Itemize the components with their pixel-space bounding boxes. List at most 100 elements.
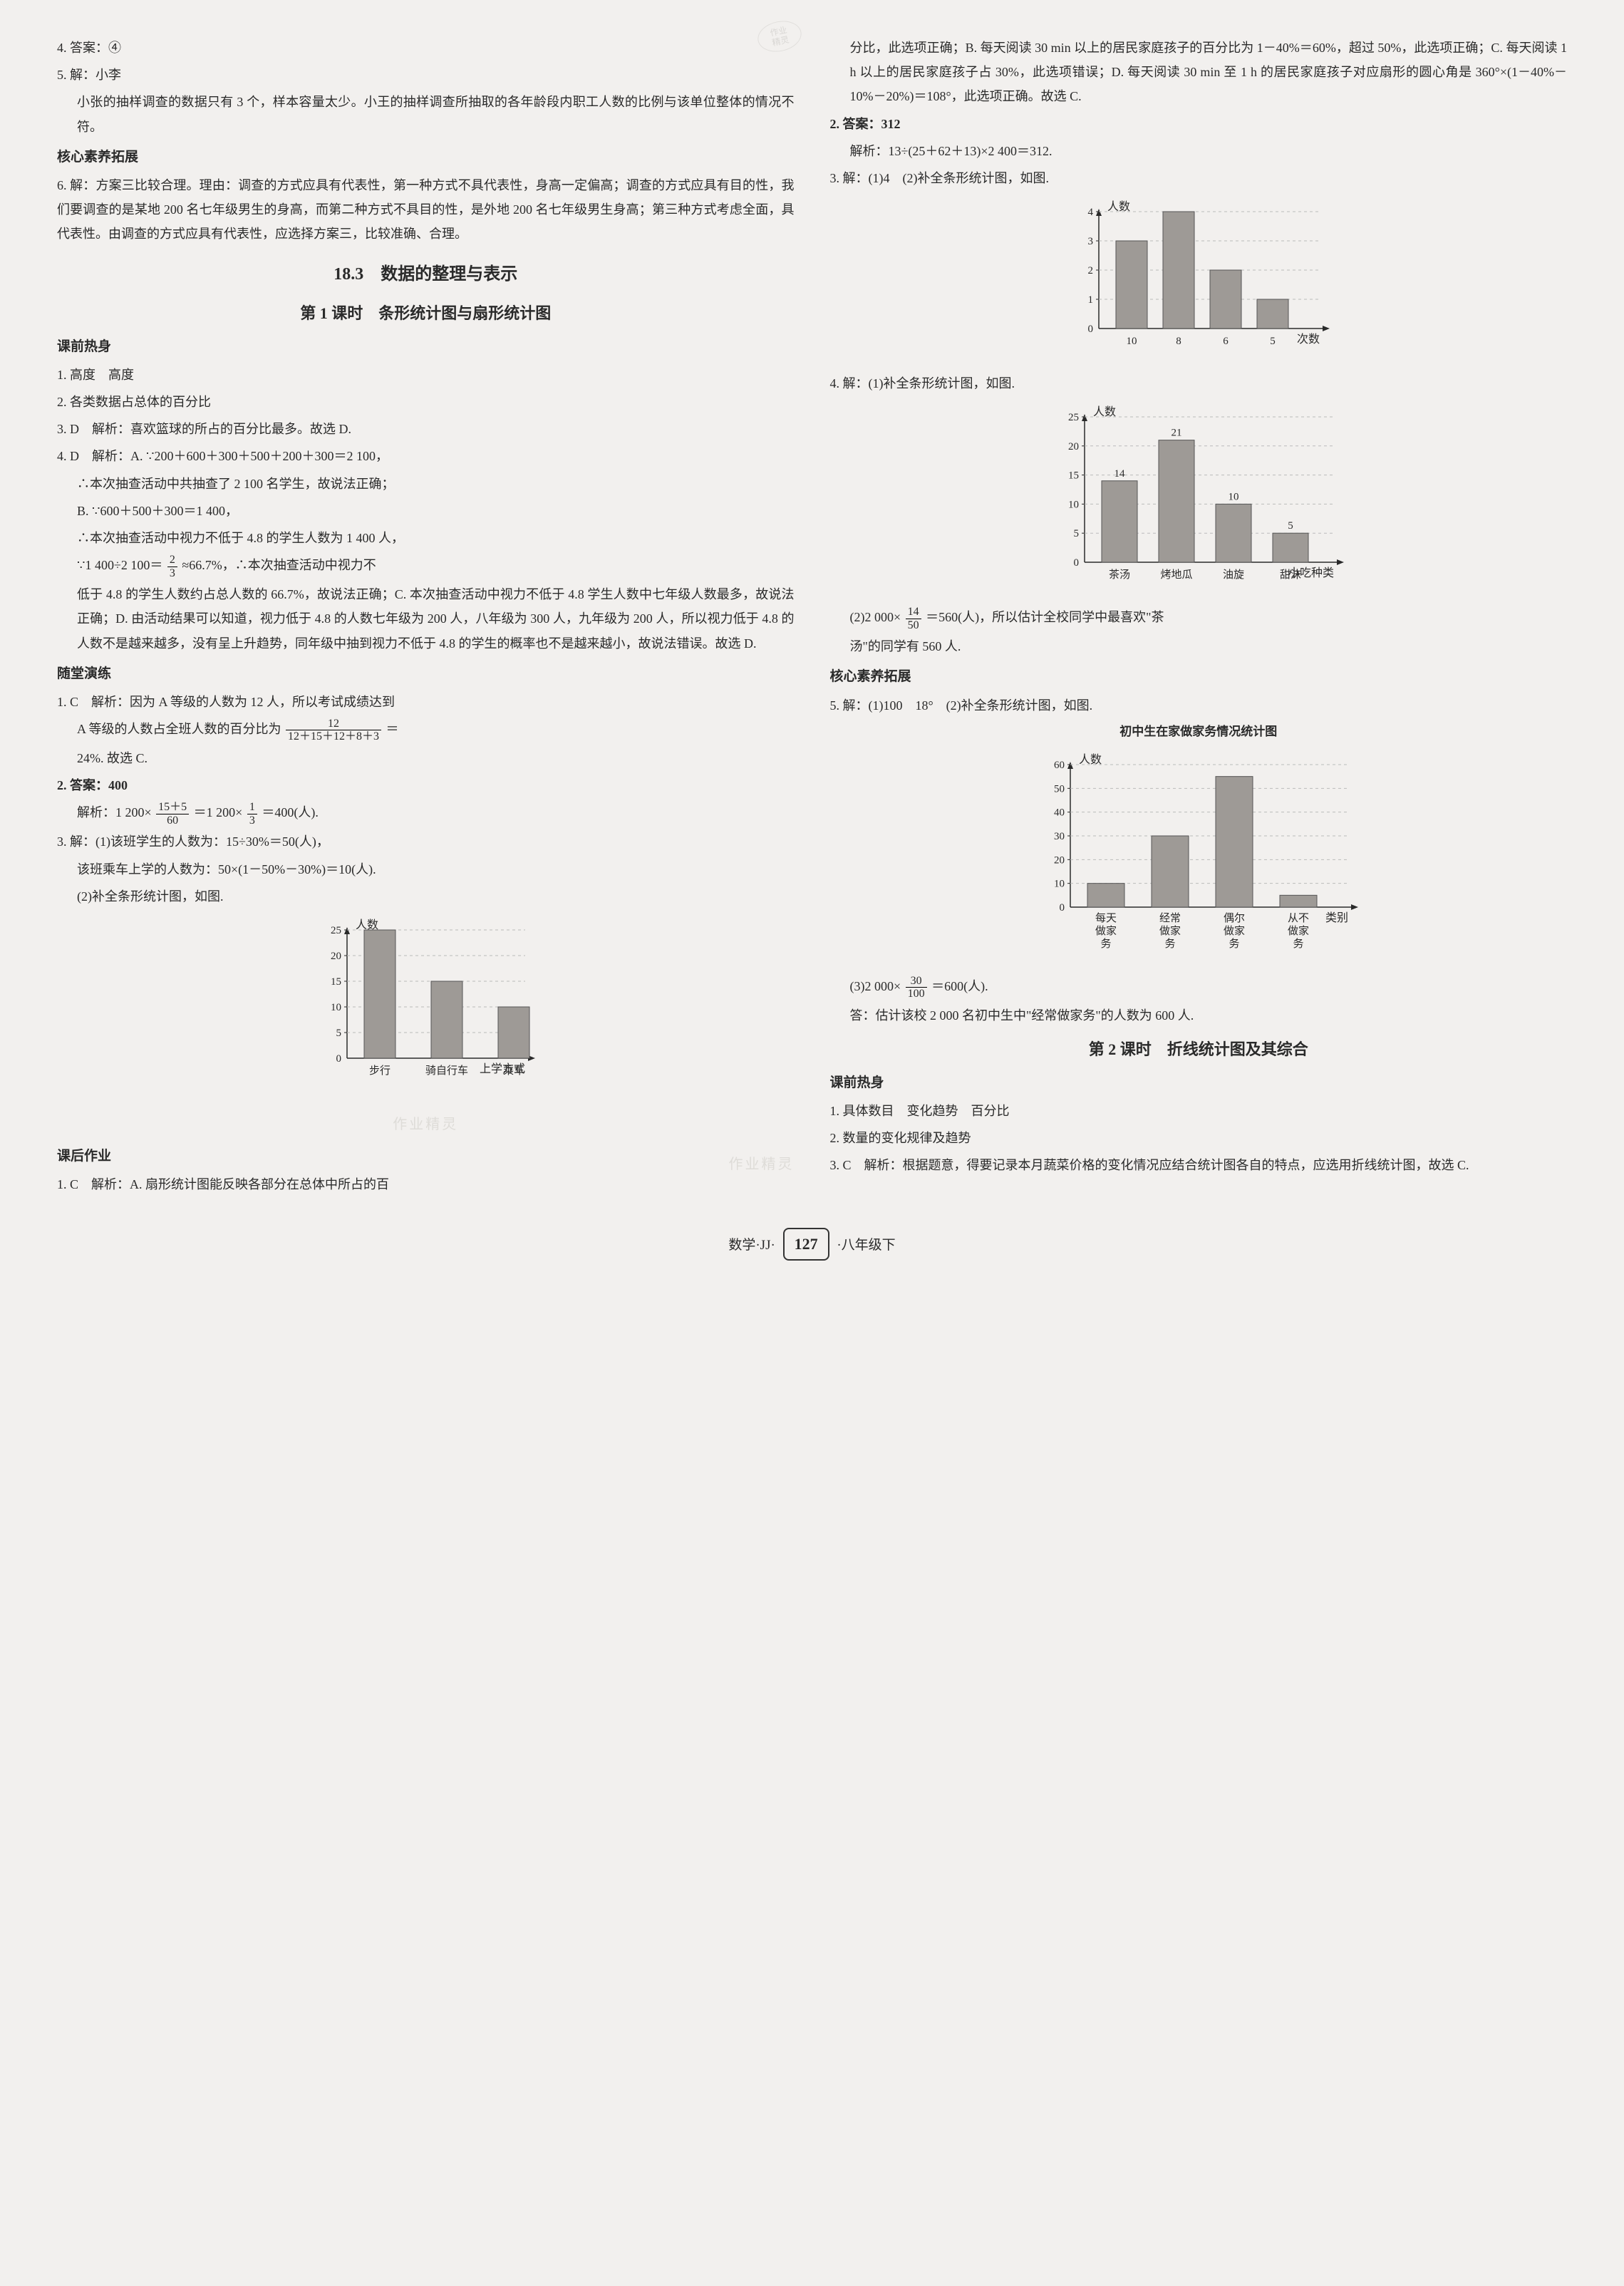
svg-text:20: 20: [1068, 441, 1079, 452]
svg-text:10: 10: [1228, 492, 1238, 503]
svg-text:务: 务: [1293, 938, 1303, 950]
chart3-wrap: 人数次数1234010865: [830, 197, 1568, 361]
k3: 3. D 解析：喜欢篮球的所占的百分比最多。故选 D.: [57, 417, 795, 441]
frac-den: 100: [906, 988, 927, 1000]
answer-5a: 5. 解：小李: [57, 63, 795, 87]
s3a: 3. 解：(1)该班学生的人数为：15÷30%＝50(人)，: [57, 829, 795, 854]
k4e-pre: ∵1 400÷2 100＝: [77, 558, 162, 572]
r5b-pre: (3)2 000×: [850, 979, 901, 993]
section-keqian2: 课前热身: [830, 1070, 1568, 1096]
svg-text:油旋: 油旋: [1223, 569, 1244, 581]
frac-s1: 12 12＋15＋12＋8＋3: [286, 718, 381, 743]
svg-text:甜沫: 甜沫: [1280, 569, 1301, 581]
r5c: 答：估计该校 2 000 名初中生中"经常做家务"的人数为 600 人.: [830, 1003, 1568, 1028]
svg-text:类别: 类别: [1325, 911, 1348, 924]
r4a: 4. 解：(1)补全条形统计图，如图.: [830, 371, 1568, 395]
svg-text:步行: 步行: [369, 1065, 391, 1077]
s2a: 2. 答案：400: [57, 773, 795, 797]
frac-r4: 14 50: [906, 606, 921, 631]
frac-s2a: 15＋5 60: [156, 801, 189, 827]
s2b-pre: 解析：1 200×: [77, 805, 152, 819]
svg-text:务: 务: [1164, 938, 1175, 950]
svg-text:30: 30: [1054, 831, 1065, 842]
frac-num: 15＋5: [156, 801, 189, 814]
svg-text:14: 14: [1114, 468, 1125, 480]
chart5-wrap: 人数类别1020304050600每天做家务经常做家务偶尔做家务从不做家务: [830, 750, 1568, 964]
frac-den: 3: [167, 567, 177, 580]
svg-text:5: 5: [1288, 521, 1293, 532]
s1a: 1. C 解析：因为 A 等级的人数为 12 人，所以考试成绩达到: [57, 690, 795, 714]
k4c: B. ∵600＋500＋300＝1 400，: [57, 499, 795, 523]
svg-text:0: 0: [1073, 557, 1079, 569]
svg-text:人数: 人数: [1107, 200, 1130, 213]
r2b: 解析：13÷(25＋62＋13)×2 400＝312.: [830, 139, 1568, 163]
footer-left: 数学·JJ·: [728, 1238, 775, 1253]
k2-2: 2. 数量的变化规律及趋势: [830, 1126, 1568, 1150]
svg-text:偶尔: 偶尔: [1224, 912, 1245, 924]
svg-text:2: 2: [1087, 265, 1093, 276]
s2b: 解析：1 200× 15＋5 60 ＝1 200× 1 3 ＝400(人).: [57, 800, 795, 827]
chart1: 人数上学方式5101520250步行骑自行车乘车: [304, 916, 547, 1101]
frac-den: 3: [247, 814, 257, 827]
s3b: 该班乘车上学的人数为：50×(1－50%－30%)＝10(人).: [57, 857, 795, 881]
frac-num: 2: [167, 554, 177, 567]
frac-den: 60: [156, 814, 189, 827]
k2-1: 1. 具体数目 变化趋势 百分比: [830, 1099, 1568, 1123]
svg-text:做家: 做家: [1288, 925, 1309, 937]
svg-text:茶汤: 茶汤: [1109, 569, 1130, 581]
h1: 1. C 解析：A. 扇形统计图能反映各部分在总体中所占的百: [57, 1172, 795, 1196]
r4b: (2)2 000× 14 50 ＝560(人)，所以估计全校同学中最喜欢"茶: [830, 605, 1568, 631]
r1: 分比，此选项正确；B. 每天阅读 30 min 以上的居民家庭孩子的百分比为 1…: [830, 36, 1568, 109]
k2-3: 3. C 解析：根据题意，得要记录本月蔬菜价格的变化情况应结合统计图各自的特点，…: [830, 1153, 1568, 1177]
s1b-pre: A 等级的人数占全班人数的百分比为: [77, 722, 281, 736]
k4f: 低于 4.8 的学生人数约占总人数的 66.7%，故说法正确；C. 本次抽查活动…: [57, 582, 795, 656]
k2: 2. 各类数据占总体的百分比: [57, 390, 795, 414]
r5a: 5. 解：(1)100 18° (2)补全条形统计图，如图.: [830, 693, 1568, 718]
answer-6-text: 6. 解：方案三比较合理。理由：调查的方式应具有代表性，第一种方式不具代表性，身…: [57, 178, 795, 241]
svg-text:每天: 每天: [1095, 912, 1117, 924]
svg-text:烤地瓜: 烤地瓜: [1160, 569, 1192, 581]
page-body: 4. 答案：④ 5. 解：小李 小张的抽样调查的数据只有 3 个，样本容量太少。…: [57, 36, 1567, 1199]
frac-num: 1: [247, 801, 257, 814]
svg-text:1: 1: [1087, 294, 1093, 306]
section-suitang: 随堂演练: [57, 661, 795, 687]
svg-text:0: 0: [1087, 324, 1093, 335]
svg-text:15: 15: [331, 976, 341, 988]
k1: 1. 高度 高度: [57, 363, 795, 387]
chapter-title: 18.3 数据的整理与表示: [57, 259, 795, 291]
svg-text:乘车: 乘车: [503, 1065, 524, 1077]
s3c: (2)补全条形统计图，如图.: [57, 884, 795, 909]
r2a-text: 2. 答案：312: [830, 117, 901, 131]
section-kehou: 课后作业: [57, 1144, 795, 1169]
r3a: 3. 解：(1)4 (2)补全条形统计图，如图.: [830, 166, 1568, 190]
s2b-mid: ＝1 200×: [194, 805, 243, 819]
svg-text:40: 40: [1054, 807, 1065, 819]
svg-text:10: 10: [331, 1002, 341, 1013]
svg-text:做家: 做家: [1159, 925, 1181, 937]
svg-text:20: 20: [331, 951, 341, 962]
svg-text:15: 15: [1068, 470, 1079, 482]
svg-text:人数: 人数: [1093, 405, 1116, 418]
r4c: 汤"的同学有 560 人.: [830, 634, 1568, 658]
svg-text:10: 10: [1054, 879, 1065, 890]
lesson2-title: 第 2 课时 折线统计图及其综合: [830, 1035, 1568, 1065]
svg-text:务: 务: [1100, 938, 1111, 950]
k4b: ∴本次抽查活动中共抽查了 2 100 名学生，故说法正确；: [57, 472, 795, 496]
frac-s2b: 1 3: [247, 801, 257, 827]
svg-text:经常: 经常: [1159, 912, 1181, 924]
section-keqian: 课前热身: [57, 334, 795, 360]
svg-text:4: 4: [1087, 207, 1093, 218]
svg-text:从不: 从不: [1288, 913, 1309, 924]
svg-text:做家: 做家: [1224, 925, 1245, 937]
svg-text:骑自行车: 骑自行车: [425, 1065, 468, 1077]
k4e-post: ≈66.7%，∴本次抽查活动中视力不: [182, 558, 376, 572]
r5b: (3)2 000× 30 100 ＝600(人).: [830, 974, 1568, 1000]
svg-text:5: 5: [336, 1028, 342, 1039]
frac-den: 12＋15＋12＋8＋3: [286, 730, 381, 743]
svg-text:10: 10: [1068, 500, 1079, 511]
page-number: 127: [783, 1228, 829, 1261]
svg-text:0: 0: [336, 1053, 342, 1065]
svg-text:10: 10: [1126, 336, 1137, 347]
svg-text:务: 务: [1229, 938, 1239, 950]
footer-right: ·八年级下: [837, 1238, 895, 1253]
